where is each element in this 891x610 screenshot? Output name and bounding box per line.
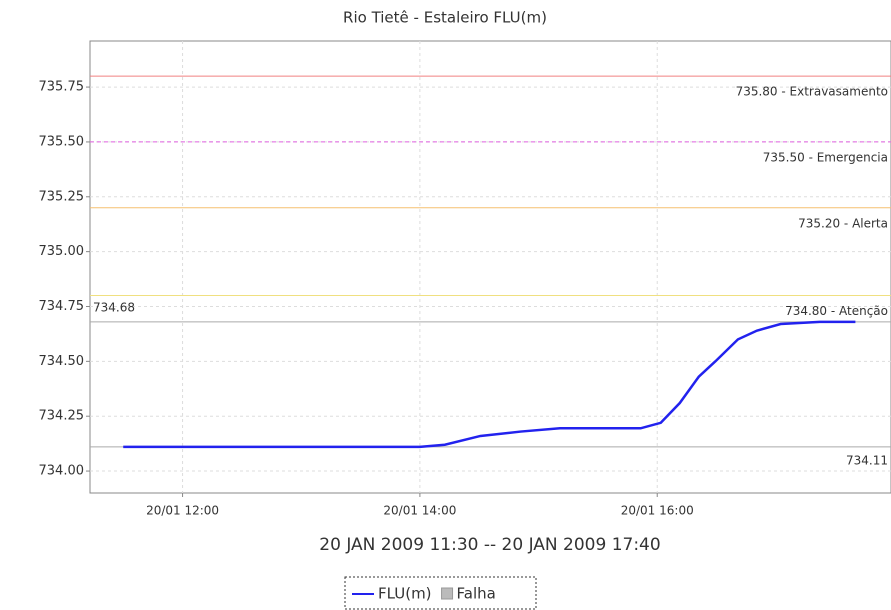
x-tick-label: 20/01 12:00 — [146, 504, 219, 518]
y-tick-label: 734.00 — [39, 464, 85, 479]
y-tick-label: 735.75 — [39, 80, 85, 95]
marker-label: 734.11 — [846, 453, 888, 467]
legend-swatch — [441, 587, 454, 600]
data-line — [123, 320, 856, 449]
y-tick-label: 735.50 — [39, 134, 85, 149]
legend-label: FLU(m) — [378, 585, 432, 603]
y-tick-label: 735.00 — [39, 244, 85, 259]
chart-title: Rio Tietê - Estaleiro FLU(m) — [343, 9, 547, 27]
y-tick-label: 735.25 — [39, 189, 85, 204]
legend-box — [344, 576, 537, 610]
marker-label: 734.68 — [93, 300, 135, 314]
x-tick-label: 20/01 16:00 — [621, 504, 694, 518]
threshold-label: 735.50 - Emergencia — [763, 150, 888, 164]
legend-label: Falha — [457, 585, 496, 603]
x-tick-label: 20/01 14:00 — [383, 504, 456, 518]
plot-area — [89, 40, 891, 494]
threshold-label: 735.80 - Extravasamento — [736, 85, 888, 99]
threshold-label: 734.80 - Atenção — [785, 304, 888, 318]
y-tick-label: 734.50 — [39, 354, 85, 369]
y-tick-label: 734.75 — [39, 299, 85, 314]
y-tick-label: 734.25 — [39, 409, 85, 424]
x-axis-label: 20 JAN 2009 11:30 -- 20 JAN 2009 17:40 — [319, 535, 660, 555]
threshold-label: 735.20 - Alerta — [798, 216, 888, 230]
